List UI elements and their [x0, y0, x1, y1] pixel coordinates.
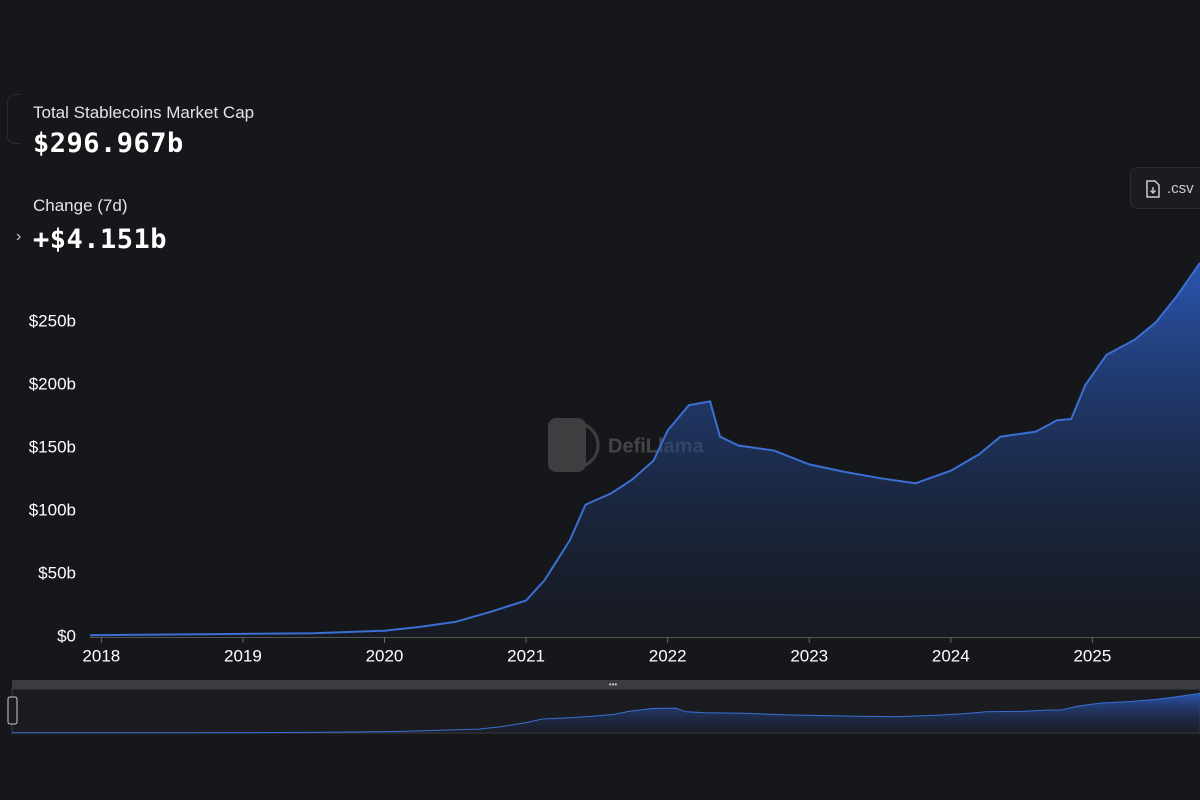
- x-tick-label: 2020: [366, 646, 404, 665]
- y-tick-label: $100b: [29, 500, 76, 519]
- x-tick-label: 2024: [932, 646, 970, 665]
- y-tick-label: $50b: [38, 563, 76, 582]
- csv-label[interactable]: .csv: [1167, 180, 1194, 197]
- x-tick-label: 2021: [507, 646, 545, 665]
- card-edge: [7, 94, 20, 144]
- csv-button[interactable]: .csv: [1130, 167, 1200, 209]
- navigator-grip[interactable]: •••: [609, 680, 618, 689]
- x-tick-label: 2018: [82, 646, 120, 665]
- x-tick-label: 2025: [1073, 646, 1111, 665]
- market-cap-value: $296.967b: [33, 128, 184, 159]
- expand-icon[interactable]: ›: [16, 228, 22, 245]
- navigator-area: [12, 693, 1200, 733]
- market-cap-area: [90, 262, 1200, 637]
- y-tick-label: $200b: [29, 374, 76, 393]
- x-tick-label: 2023: [790, 646, 828, 665]
- market-cap-line: [89, 262, 1200, 637]
- navigator-bar[interactable]: [12, 680, 1200, 689]
- file-icon: [1146, 180, 1160, 198]
- navigator-line: [11, 692, 1200, 734]
- navigator-handle[interactable]: [7, 696, 18, 725]
- market-cap-label: Total Stablecoins Market Cap: [33, 103, 255, 122]
- y-tick-label: $150b: [29, 437, 76, 456]
- x-tick-label: 2019: [224, 646, 262, 665]
- x-tick-label: 2022: [649, 646, 687, 665]
- y-tick-label: $250b: [29, 311, 76, 330]
- y-tick-label: $0: [57, 626, 76, 645]
- change-value: +$4.151b: [33, 224, 168, 255]
- change-label: Change (7d): [33, 196, 128, 215]
